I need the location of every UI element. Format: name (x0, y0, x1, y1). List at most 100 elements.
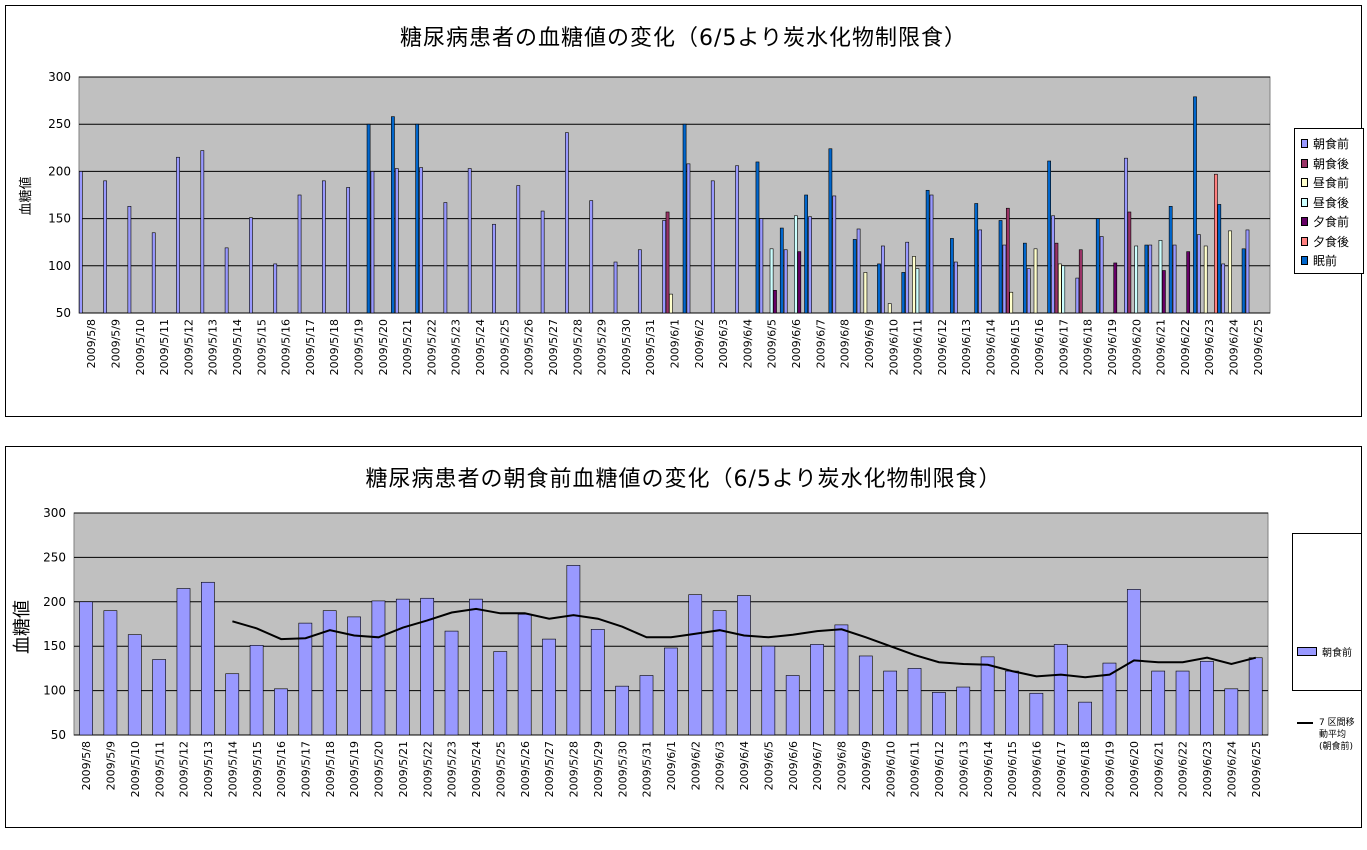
bar (366, 123, 371, 314)
y-tick-label: 100 (43, 684, 66, 698)
legend-item: 夕食前 (1301, 213, 1349, 230)
bar (1113, 262, 1118, 314)
bar (492, 223, 496, 314)
bar (1172, 244, 1177, 314)
chart-1-svg: 50 100 150 200 250 300 血糖値 2009/5/8 2009/5/9 2009… (18, 70, 1271, 375)
x-tick-label: 2009/6/2 (689, 741, 702, 790)
bar (249, 645, 264, 736)
bar (394, 168, 399, 314)
bar (980, 656, 995, 736)
bar (1126, 589, 1141, 736)
y-tick-label: 200 (43, 595, 66, 609)
x-tick-label: 2009/5/9 (109, 319, 122, 368)
x-tick-label: 2009/6/23 (1201, 741, 1214, 797)
x-tick-label: 2009/6/7 (814, 319, 827, 368)
bar (810, 644, 824, 736)
legend-label: 朝食前 (1322, 648, 1352, 659)
bar (1054, 242, 1059, 314)
x-tick-label: 2009/5/24 (470, 741, 483, 797)
y-tick-label: 250 (48, 117, 71, 131)
x-tick-label: 2009/6/3 (717, 319, 730, 368)
bar (469, 598, 483, 736)
bar (779, 227, 784, 314)
legend-label-line-2: 動平均 (1319, 730, 1347, 740)
x-tick-label: 2009/5/27 (543, 741, 556, 797)
x-tick-label: 2009/5/14 (226, 741, 239, 797)
bar (1053, 644, 1068, 736)
x-tick-label: 2009/5/18 (328, 319, 341, 375)
x-tick-label: 2009/6/24 (1225, 741, 1238, 797)
bar (274, 688, 288, 736)
x-tick-label: 2009/5/31 (644, 319, 657, 375)
legend-item-line: 7 区間移 動平均 (朝食前) (1297, 717, 1355, 753)
bar (127, 206, 132, 314)
bar (1124, 157, 1128, 314)
bar (542, 638, 556, 736)
chart-2-legend: 朝食前 7 区間移 動平均 (朝食前) (1292, 533, 1362, 752)
x-tick-label: 2009/5/16 (280, 319, 293, 375)
bar (877, 263, 881, 314)
legend-item: 昼食後 (1301, 194, 1349, 211)
x-tick-label: 2009/5/30 (620, 319, 633, 375)
moving-average-line (232, 607, 1257, 679)
bar (637, 249, 642, 314)
bar (322, 610, 337, 736)
bar (905, 241, 910, 314)
x-tick-label: 2009/6/12 (933, 741, 946, 797)
legend-item: 夕食後 (1301, 233, 1349, 250)
bar (152, 659, 166, 736)
x-tick-label: 2009/5/24 (474, 319, 487, 375)
bar (517, 613, 532, 736)
bar (1033, 248, 1038, 314)
x-tick-label: 2009/6/7 (811, 741, 824, 790)
bar (1009, 291, 1014, 314)
x-tick-label: 2009/6/22 (1177, 741, 1190, 797)
bar (200, 150, 205, 314)
bar (804, 194, 808, 314)
legend-item: 朝食前 (1301, 135, 1349, 152)
bar (881, 245, 885, 314)
chart-panel-1: 糖尿病患者の血糖値の変化（6/5より炭水化物制限食） 50 100 150 200 25… (5, 5, 1364, 417)
x-tick-label: 2009/5/12 (182, 319, 195, 375)
x-tick-label: 2009/5/19 (353, 319, 366, 375)
bar (852, 239, 857, 314)
bar (759, 218, 764, 314)
bar (1102, 662, 1117, 736)
chart-panel-2: 糖尿病患者の朝食前血糖値の変化（6/5より炭水化物制限食） 50 100 150 20… (5, 446, 1362, 828)
bar (1144, 244, 1149, 314)
y-tick-label: 300 (43, 506, 66, 520)
chart-1-legend: 朝食前 朝食後 昼食前 昼食後 夕食前 夕食後 眠前 (1294, 128, 1364, 274)
legend-item-bar: 朝食前 (1297, 644, 1352, 659)
legend-swatch (1301, 158, 1308, 168)
legend-label-line-1: 7 区間移 (1319, 718, 1355, 728)
x-tick-label: 2009/5/27 (547, 319, 560, 375)
bar (1162, 270, 1166, 314)
bar (79, 601, 93, 736)
x-tick-label: 2009/5/15 (255, 319, 268, 375)
bar (1214, 173, 1218, 314)
x-tick-label: 2009/6/10 (887, 319, 900, 375)
x-tick-label: 2009/6/15 (1009, 319, 1022, 375)
bar (1078, 249, 1083, 314)
bar (737, 595, 751, 736)
bar (176, 588, 191, 736)
legend-label: 朝食後 (1313, 156, 1350, 171)
bar (858, 655, 873, 736)
bar (225, 673, 240, 736)
x-tick-label: 2009/5/22 (421, 741, 434, 797)
x-tick-label: 2009/6/21 (1155, 319, 1168, 375)
bar (785, 675, 800, 736)
bar (78, 171, 83, 314)
bar (1193, 96, 1197, 314)
bar (298, 622, 313, 736)
bar (347, 616, 361, 736)
x-tick-label: 2009/6/11 (909, 741, 922, 797)
x-tick-label: 2009/6/2 (693, 319, 706, 368)
bar (663, 647, 678, 736)
x-tick-label: 2009/5/29 (596, 319, 609, 375)
chart-title: 糖尿病患者の血糖値の変化（6/5より炭水化物制限食） (400, 26, 967, 51)
bar (249, 217, 253, 314)
x-tick-label: 2009/5/10 (129, 741, 142, 797)
x-tick-label: 2009/6/18 (1082, 319, 1095, 375)
y-tick-label: 50 (51, 728, 66, 742)
